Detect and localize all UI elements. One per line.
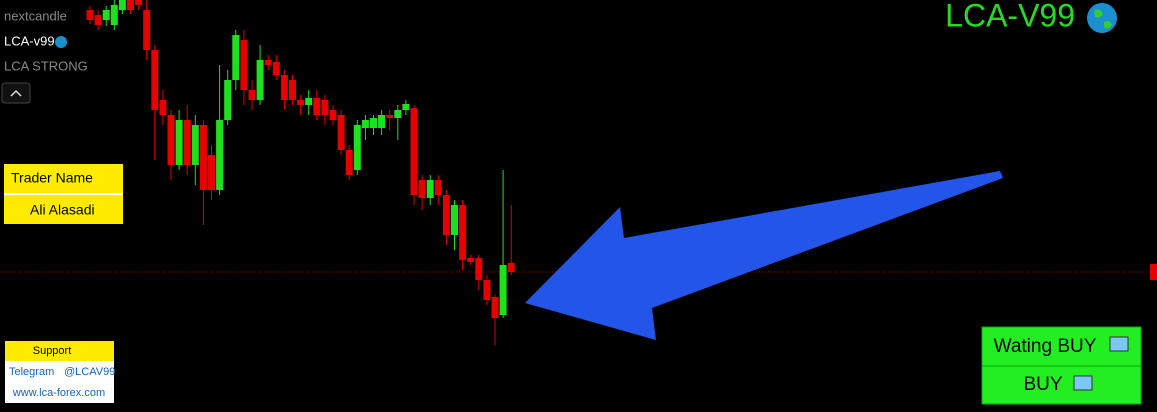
- candle-body: [143, 10, 151, 50]
- candle-body: [313, 98, 321, 115]
- globe-icon: [1087, 3, 1117, 33]
- candle-body: [216, 120, 224, 190]
- candle-body: [175, 120, 183, 165]
- indicator[interactable]: LCA STRONG: [4, 58, 88, 73]
- candle-body: [289, 80, 296, 100]
- candle-body: [183, 120, 191, 165]
- signal: Wating BUY: [994, 336, 1097, 357]
- candle-body: [280, 75, 288, 100]
- price-tag: [1150, 264, 1157, 280]
- candle-body: [248, 90, 256, 100]
- candle-body: [434, 180, 442, 195]
- candle-body: [337, 115, 345, 150]
- monitor-icon: [1073, 375, 1093, 391]
- candle-body: [394, 110, 402, 118]
- indicator[interactable]: nextcandle: [4, 8, 67, 23]
- candle-body: [442, 195, 450, 235]
- candle-body: [475, 258, 483, 280]
- candle-body: [159, 100, 167, 115]
- candle-body: [191, 125, 199, 165]
- candle-body: [321, 100, 329, 115]
- candle-body: [151, 50, 159, 110]
- candle-body: [483, 280, 491, 300]
- chevron: [10, 89, 22, 97]
- panel-title: Trader Name: [11, 170, 93, 186]
- indicator[interactable]: LCA-v99: [4, 33, 55, 48]
- monitor-icon: [1109, 336, 1129, 352]
- candles: [0, 0, 1157, 345]
- trader-name: Ali Alasadi: [30, 202, 95, 218]
- candle-body: [386, 115, 394, 118]
- candle-body: [94, 15, 102, 25]
- candle-body: [426, 180, 434, 198]
- candle-body: [272, 62, 280, 75]
- candle-body: [491, 297, 499, 318]
- candle-body: [208, 155, 215, 190]
- signal-box: [981, 365, 1142, 405]
- telegram-handle[interactable]: @LCAV99: [64, 366, 115, 378]
- candle-body: [410, 108, 418, 195]
- panel-title: Support: [33, 345, 72, 357]
- candle-body: [127, 0, 134, 10]
- candle-body: [345, 150, 353, 175]
- candle-body: [232, 35, 240, 80]
- support-header: [5, 341, 114, 361]
- collapse-button[interactable]: [1, 82, 31, 104]
- candle-body: [353, 125, 361, 170]
- candle-body: [402, 104, 410, 110]
- arrow: [525, 171, 1003, 340]
- candle-body: [199, 125, 207, 190]
- candle-body: [361, 120, 369, 128]
- candle-body: [507, 263, 515, 272]
- candle-body: [467, 258, 475, 262]
- candle-body: [102, 10, 110, 20]
- website[interactable]: www.lca-forex.com: [12, 387, 105, 399]
- globe-icon: [55, 36, 67, 48]
- candle-body: [110, 5, 118, 25]
- brand: LCA-V99: [945, 0, 1075, 33]
- candle-body: [329, 110, 337, 120]
- signal: BUY: [1023, 374, 1062, 395]
- candle-body: [264, 60, 272, 65]
- candle-body: [305, 98, 313, 105]
- candle-body: [256, 60, 264, 100]
- candle-body: [297, 100, 305, 105]
- candle-body: [118, 0, 126, 10]
- globe-land: [1094, 9, 1112, 29]
- candle-body: [370, 118, 377, 128]
- candle-body: [459, 205, 467, 260]
- candle-body: [86, 10, 94, 20]
- candle-body: [167, 115, 175, 165]
- candle-body: [378, 115, 386, 128]
- candle-body: [135, 0, 143, 5]
- candle-body: [418, 180, 426, 198]
- telegram-label[interactable]: Telegram: [9, 366, 54, 378]
- candle-body: [224, 80, 232, 120]
- candle-body: [240, 40, 248, 90]
- candle-body: [499, 265, 507, 315]
- candle-body: [451, 205, 458, 235]
